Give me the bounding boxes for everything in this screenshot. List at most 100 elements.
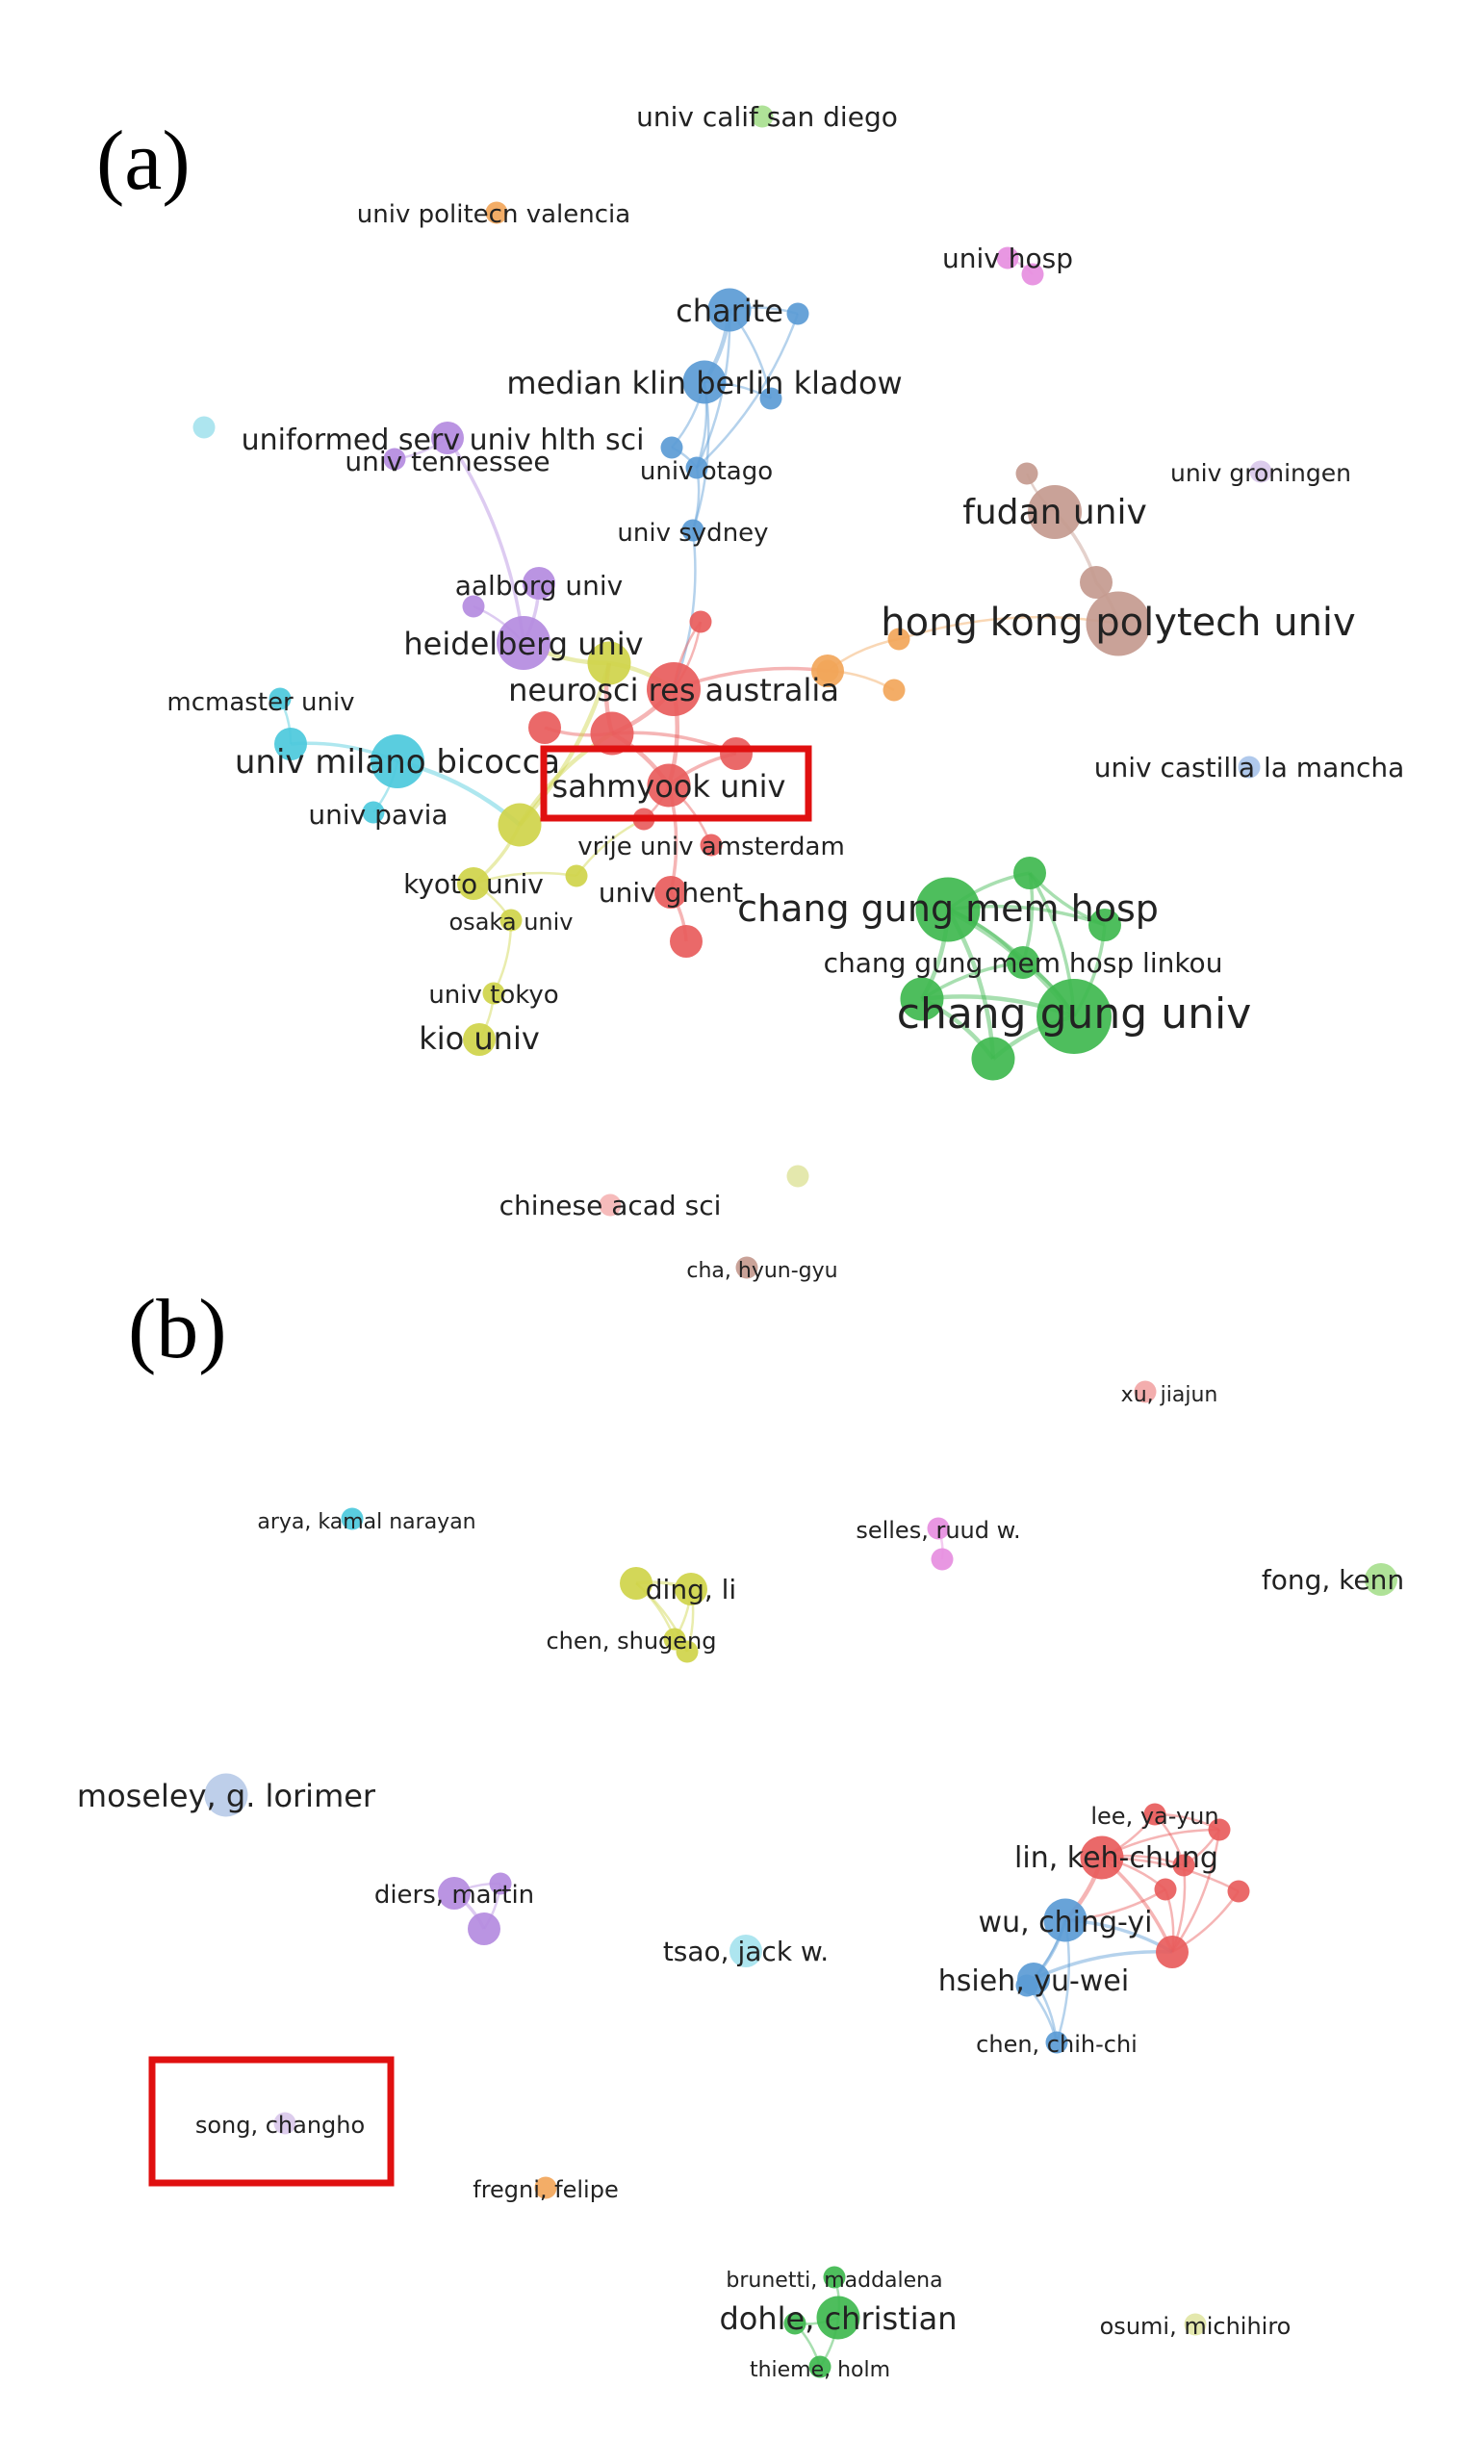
- node-median-klin-berlin-kladow[interactable]: [682, 360, 727, 404]
- node-univ-politecn-valencia[interactable]: [485, 201, 508, 224]
- node-kio-univ[interactable]: [463, 1023, 496, 1056]
- node-a-50[interactable]: [1088, 909, 1121, 941]
- node-b-16[interactable]: [1208, 1818, 1231, 1841]
- label-tsao-jack-w: tsao, jack w.: [663, 1936, 829, 1967]
- node-neurosci-res-australia[interactable]: [647, 662, 701, 716]
- node-b-5[interactable]: [620, 1567, 652, 1600]
- node-univ-milano-bicocca[interactable]: [371, 734, 424, 788]
- node-univ-groningen[interactable]: [1249, 460, 1272, 483]
- node-a-54[interactable]: [971, 1037, 1015, 1081]
- node-a-19[interactable]: [1015, 462, 1038, 485]
- label-chang-gung-univ: chang gung univ: [897, 989, 1252, 1039]
- node-brunetti-maddalena[interactable]: [823, 2266, 846, 2289]
- node-univ-otago[interactable]: [685, 456, 708, 479]
- node-aalborg-univ[interactable]: [523, 567, 555, 600]
- node-lin-keh-chung[interactable]: [1080, 1835, 1124, 1880]
- node-a-33[interactable]: [528, 711, 561, 744]
- node-a-24[interactable]: [883, 679, 906, 702]
- node-a-31[interactable]: [689, 610, 712, 633]
- node-univ-ghent[interactable]: [654, 876, 687, 909]
- label-fudan-univ: fudan univ: [962, 493, 1147, 532]
- node-univ-pavia[interactable]: [362, 801, 385, 824]
- node-heidelberg-univ[interactable]: [497, 616, 550, 670]
- node-a-55[interactable]: [786, 1165, 809, 1188]
- node-b-20[interactable]: [1227, 1880, 1250, 1903]
- node-a-39[interactable]: [670, 925, 703, 958]
- node-xu-jiajun[interactable]: [1134, 1380, 1157, 1403]
- node-song-changho[interactable]: [273, 2112, 296, 2135]
- node-ding-li[interactable]: [675, 1573, 707, 1605]
- node-b-24[interactable]: [1015, 1974, 1038, 1997]
- node-a-41[interactable]: [498, 803, 542, 847]
- label-ding-li: ding, li: [646, 1574, 736, 1605]
- node-chang-gung-univ[interactable]: [1036, 979, 1112, 1054]
- node-a-43[interactable]: [565, 864, 588, 887]
- node-vrije-univ-amsterdam[interactable]: [700, 834, 723, 857]
- node-a-32[interactable]: [590, 711, 634, 756]
- node-a-40[interactable]: [587, 641, 631, 685]
- node-hong-kong-polytech-univ[interactable]: [1086, 591, 1151, 656]
- node-b-8[interactable]: [676, 1640, 699, 1663]
- node-chang-gung-mem-hosp-linkou[interactable]: [1007, 946, 1039, 979]
- node-chang-gung-mem-hosp[interactable]: [915, 877, 981, 942]
- label-univ-otago: univ otago: [640, 457, 773, 486]
- node-diers-martin[interactable]: [438, 1877, 471, 1910]
- node-wu-ching-yi[interactable]: [1043, 1898, 1087, 1942]
- node-b-11[interactable]: [489, 1872, 512, 1895]
- node-b-12[interactable]: [468, 1912, 500, 1945]
- label-univ-tennessee: univ tennessee: [345, 446, 550, 477]
- node-univ-hosp[interactable]: [996, 246, 1019, 270]
- node-b-17[interactable]: [1172, 1854, 1195, 1877]
- label-sahmyook-univ: sahmyook univ: [552, 768, 786, 805]
- node-b-29[interactable]: [783, 2312, 806, 2335]
- node-sahmyook-univ[interactable]: [647, 763, 691, 808]
- label-brunetti-maddalena: brunetti, maddalena: [726, 2269, 942, 2293]
- node-univ-castilla-la-mancha[interactable]: [1238, 756, 1261, 779]
- panel-a-map: (a) univ calif san diego univ politecn va…: [96, 101, 1404, 1283]
- node-dohle-christian[interactable]: [816, 2296, 860, 2340]
- node-a-34[interactable]: [720, 737, 753, 770]
- node-chen-chih-chi[interactable]: [1045, 2031, 1068, 2054]
- label-heidelberg-univ: heidelberg univ: [403, 626, 643, 662]
- node-a-27[interactable]: [274, 728, 307, 760]
- node-a-5[interactable]: [786, 302, 809, 325]
- node-a-25[interactable]: [816, 659, 839, 682]
- label-hong-kong-polytech-univ: hong kong polytech univ: [881, 601, 1355, 645]
- node-moseley-g-lorimer[interactable]: [204, 1773, 248, 1817]
- node-fregni-felipe[interactable]: [534, 2176, 557, 2199]
- node-b-18[interactable]: [1154, 1878, 1177, 1901]
- node-chinese-acad-sci[interactable]: [599, 1194, 622, 1217]
- node-univ-calif-san-diego[interactable]: [751, 105, 774, 128]
- node-a-7[interactable]: [759, 387, 782, 410]
- node-kyoto-univ[interactable]: [457, 867, 490, 900]
- node-uniformed-serv-univ-hlth-sci[interactable]: [431, 422, 464, 454]
- node-mcmaster-univ[interactable]: [269, 687, 292, 710]
- node-a-3[interactable]: [1021, 263, 1044, 286]
- node-univ-tennessee[interactable]: [383, 448, 406, 471]
- node-cha-hyun-gyu[interactable]: [735, 1256, 758, 1279]
- node-b-3[interactable]: [931, 1548, 954, 1571]
- node-charite[interactable]: [707, 288, 752, 332]
- node-a-52[interactable]: [900, 977, 944, 1021]
- node-univ-sydney[interactable]: [681, 519, 704, 542]
- node-univ-tokyo[interactable]: [482, 982, 505, 1005]
- node-tsao-jack-w[interactable]: [729, 1935, 762, 1967]
- node-a-8[interactable]: [660, 436, 683, 459]
- node-b-19[interactable]: [1156, 1936, 1189, 1968]
- node-lee-ya-yun[interactable]: [1143, 1803, 1166, 1826]
- node-a-23[interactable]: [887, 628, 910, 651]
- node-selles-ruud-w[interactable]: [927, 1517, 950, 1540]
- label-charite: charite: [676, 293, 783, 329]
- label-lee-ya-yun: lee, ya-yun: [1090, 1803, 1218, 1830]
- node-osumi-michihiro[interactable]: [1184, 2313, 1207, 2336]
- node-a-11[interactable]: [192, 416, 216, 439]
- node-a-49[interactable]: [1013, 857, 1046, 889]
- node-osaka-univ[interactable]: [499, 909, 523, 932]
- node-a-15[interactable]: [462, 595, 485, 618]
- node-a-20[interactable]: [1080, 566, 1113, 599]
- node-fong-kenn[interactable]: [1365, 1563, 1397, 1596]
- node-fudan-univ[interactable]: [1028, 485, 1082, 539]
- node-thieme-holm[interactable]: [808, 2355, 832, 2378]
- node-arya-kamal-narayan[interactable]: [341, 1507, 364, 1530]
